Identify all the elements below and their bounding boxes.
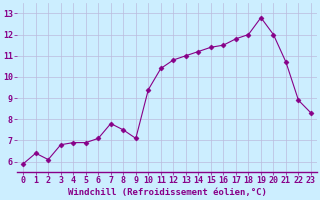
X-axis label: Windchill (Refroidissement éolien,°C): Windchill (Refroidissement éolien,°C) (68, 188, 267, 197)
